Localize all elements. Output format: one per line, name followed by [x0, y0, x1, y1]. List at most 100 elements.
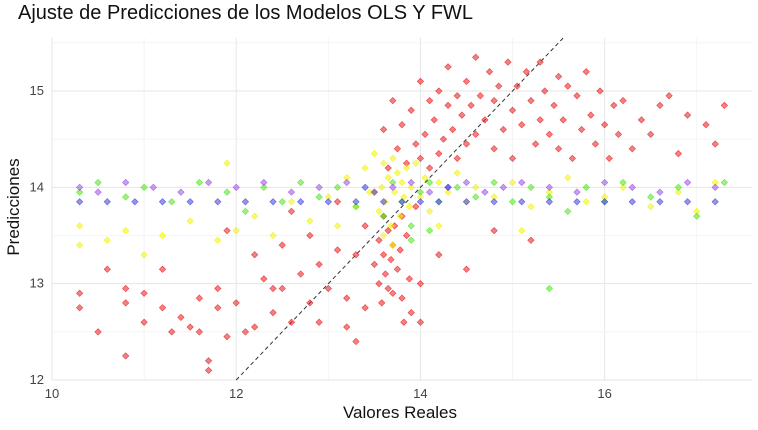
data-point [260, 275, 268, 283]
series-4 [76, 183, 719, 206]
data-point [400, 318, 408, 326]
data-point [168, 328, 176, 336]
data-point [582, 198, 590, 206]
data-point [518, 198, 526, 206]
data-point [389, 241, 397, 249]
data-point [149, 183, 157, 191]
data-point [720, 101, 728, 110]
reference-line [235, 37, 564, 381]
data-point [297, 270, 305, 278]
data-point [361, 222, 369, 230]
data-point [103, 236, 111, 244]
data-point [499, 125, 507, 134]
data-point [324, 198, 332, 206]
data-point [140, 289, 148, 297]
data-point [214, 284, 222, 293]
data-point [508, 106, 517, 114]
data-point [683, 198, 692, 206]
data-point [333, 183, 342, 191]
data-point [462, 77, 471, 85]
data-point [508, 154, 517, 163]
data-point [674, 188, 682, 196]
data-point [518, 227, 526, 235]
data-point [297, 198, 305, 206]
data-point [647, 130, 655, 138]
data-point [375, 236, 383, 244]
data-point [472, 183, 480, 191]
data-point [444, 188, 452, 196]
data-point [287, 188, 296, 196]
data-point [287, 198, 296, 206]
data-point [223, 188, 231, 196]
data-point [306, 231, 314, 240]
data-point [628, 183, 636, 191]
data-point [412, 202, 420, 211]
data-point [379, 251, 388, 259]
data-point [412, 159, 420, 167]
data-point [94, 328, 102, 336]
data-point [628, 145, 636, 153]
data-point [573, 188, 581, 196]
data-point [453, 183, 461, 191]
data-point [504, 58, 512, 66]
data-point [214, 304, 222, 312]
data-point [378, 299, 386, 307]
data-point [389, 96, 397, 105]
data-point [398, 198, 406, 206]
data-point [186, 217, 194, 225]
data-point [407, 178, 415, 187]
data-point [426, 227, 434, 235]
data-point [278, 284, 286, 293]
data-point [407, 236, 415, 244]
data-point [378, 183, 386, 191]
y-axis-label: Predicciones [4, 158, 23, 256]
data-point [711, 198, 719, 206]
data-point [582, 183, 590, 191]
data-point [158, 265, 167, 273]
data-point [384, 174, 392, 182]
data-point [241, 207, 250, 216]
data-point [499, 183, 507, 191]
data-point [426, 164, 434, 172]
data-point [462, 265, 471, 273]
data-point [656, 188, 664, 196]
data-point [195, 178, 203, 187]
data-point [370, 260, 378, 269]
data-point [527, 183, 535, 191]
data-point [232, 299, 240, 307]
data-point [527, 202, 535, 211]
data-point [158, 198, 167, 206]
data-point [393, 145, 402, 153]
data-point [195, 294, 203, 302]
data-point [315, 260, 323, 269]
data-point [430, 116, 438, 124]
data-point [315, 318, 323, 326]
data-point [232, 227, 240, 235]
data-point [333, 246, 342, 254]
data-point [619, 178, 627, 187]
data-point [683, 111, 692, 119]
data-point [619, 96, 627, 105]
data-point [545, 284, 553, 293]
data-point [416, 77, 425, 85]
data-point [352, 251, 360, 259]
data-point [315, 193, 323, 201]
data-point [251, 323, 259, 331]
y-tick-label: 15 [30, 83, 44, 98]
data-point [518, 178, 526, 187]
data-point [343, 323, 351, 331]
data-point [324, 284, 332, 293]
grid [51, 38, 752, 381]
data-point [439, 135, 448, 143]
data-point [693, 212, 701, 220]
data-point [582, 68, 590, 76]
data-point [435, 198, 443, 206]
data-point [453, 154, 461, 163]
data-point [541, 87, 549, 95]
data-point [407, 222, 415, 230]
data-point [536, 58, 544, 66]
data-point [370, 188, 378, 196]
data-point [426, 96, 434, 105]
